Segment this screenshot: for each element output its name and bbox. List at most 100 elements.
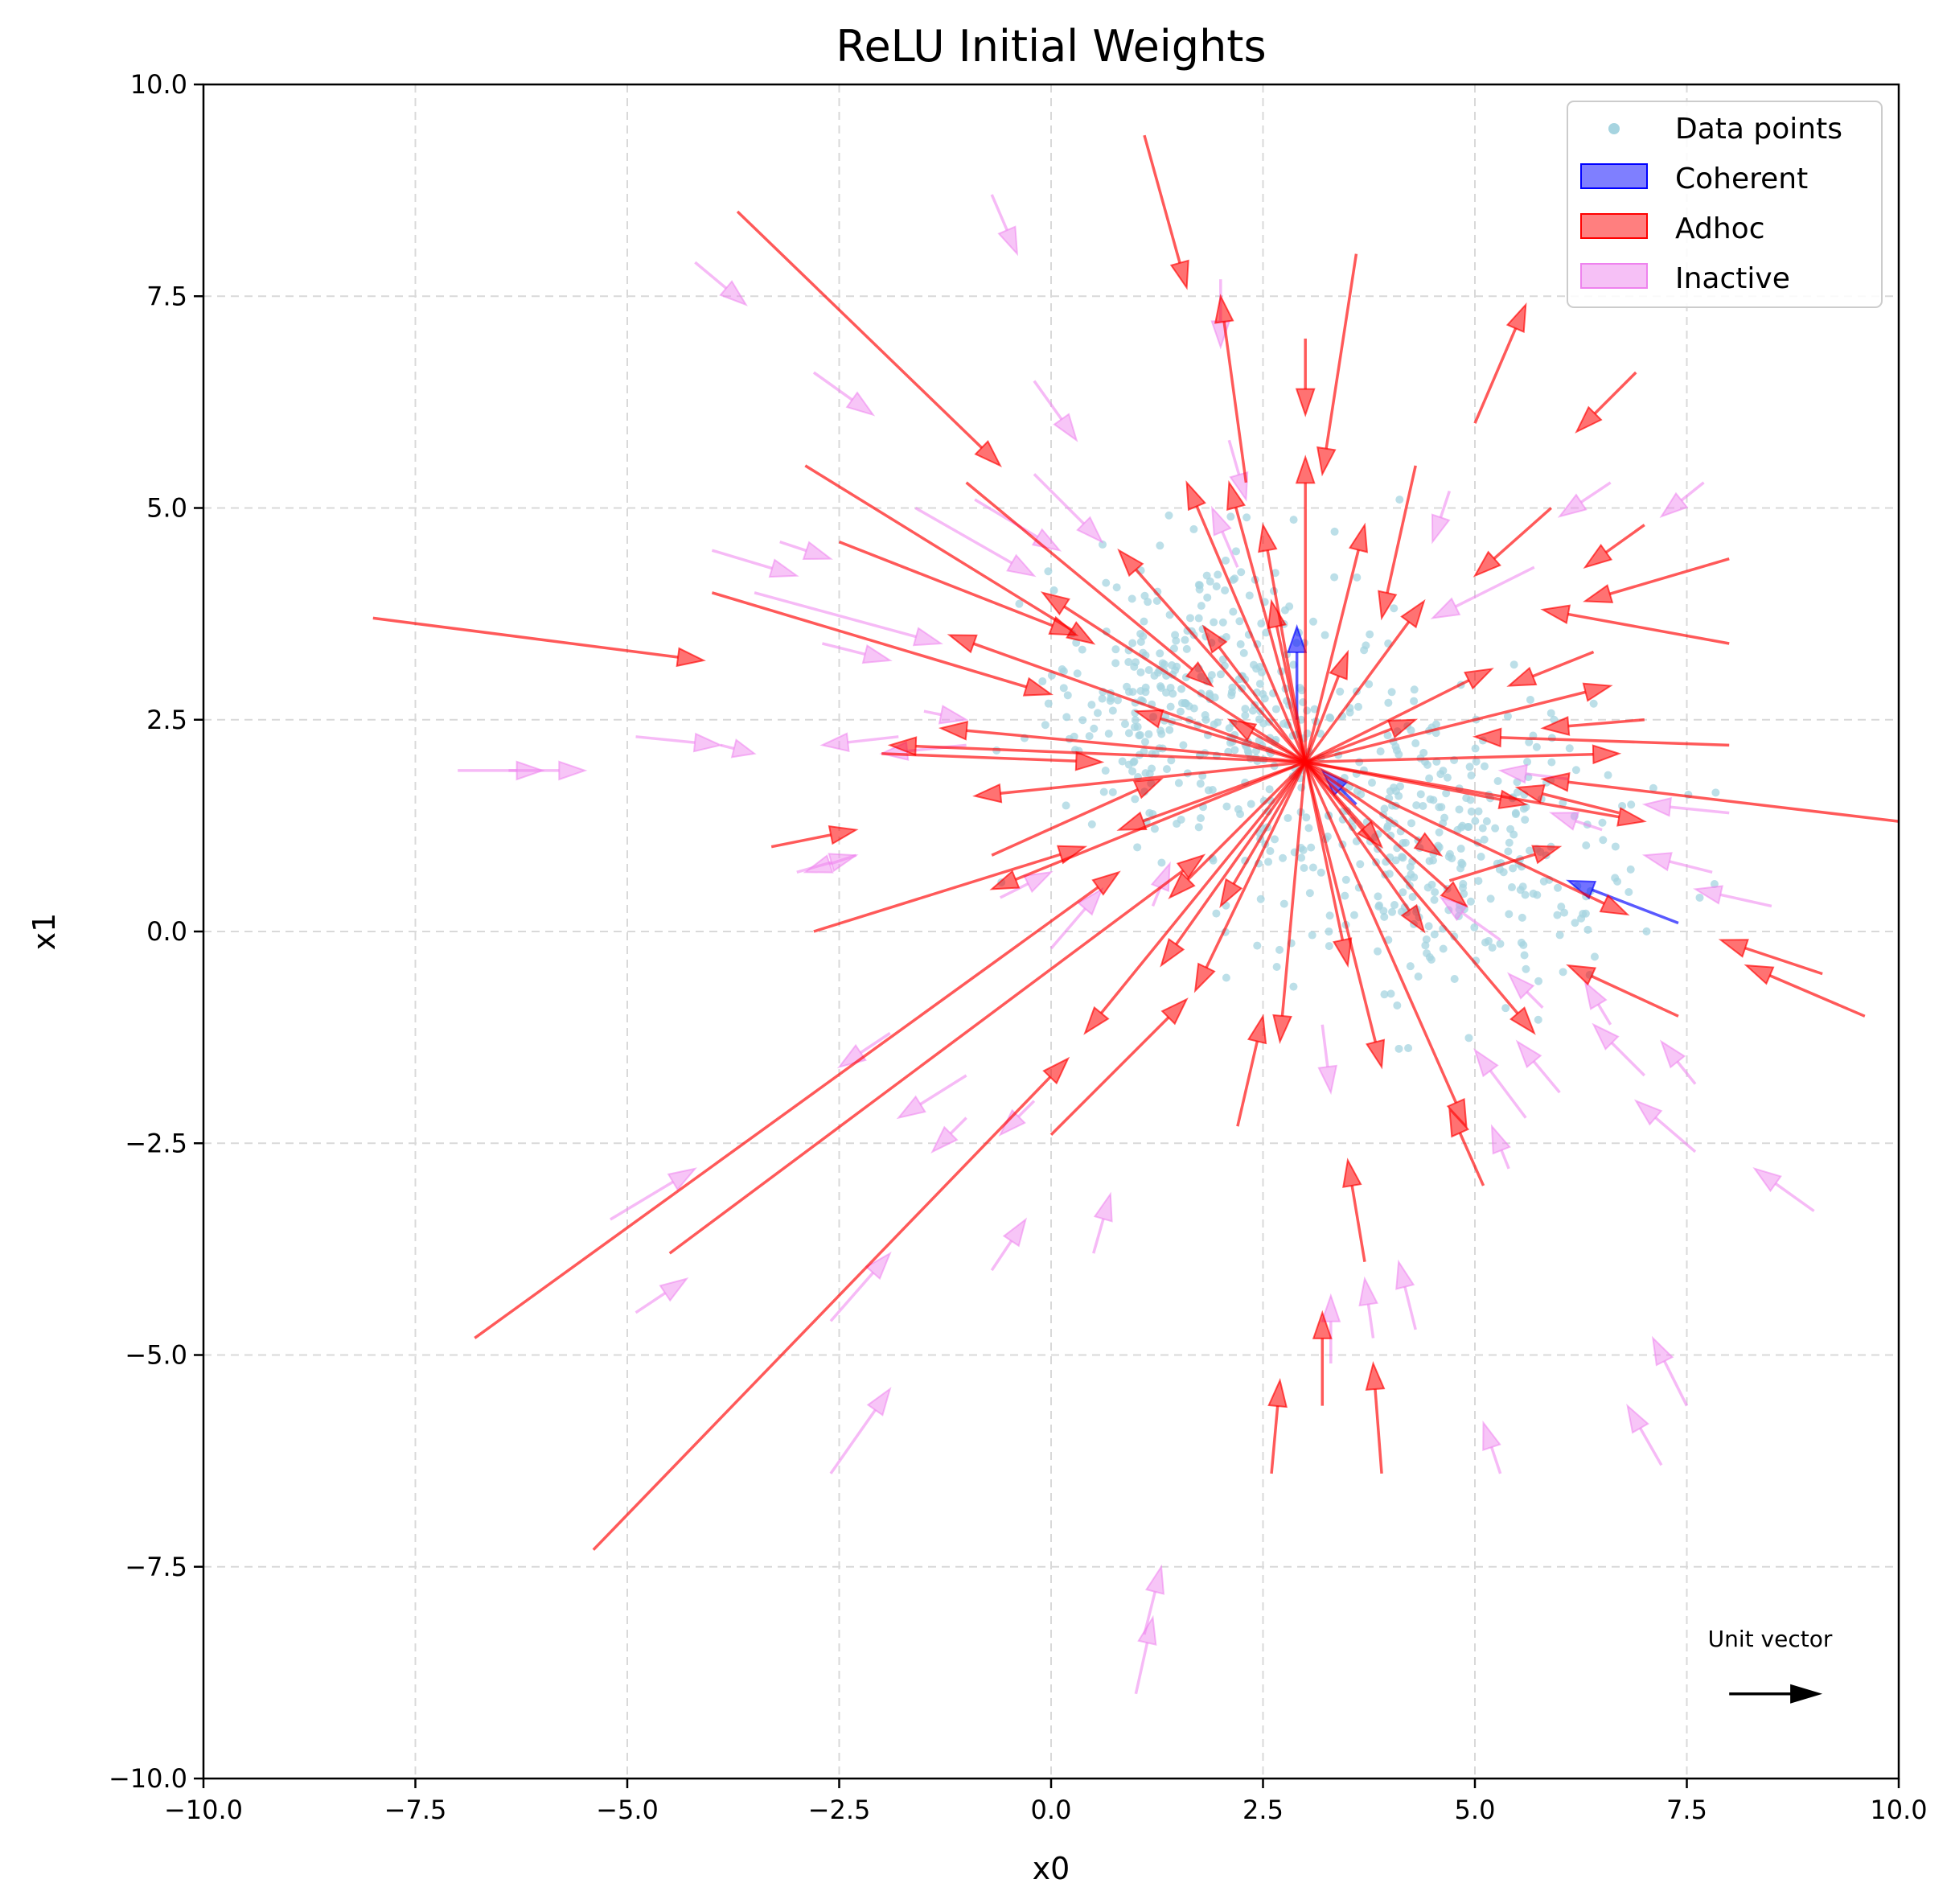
inactive-arrow: [1358, 1276, 1378, 1339]
data-point: [1135, 731, 1144, 740]
data-point: [1426, 795, 1435, 804]
data-point: [1226, 512, 1235, 521]
data-point: [1480, 835, 1489, 844]
data-point: [1471, 816, 1480, 825]
data-point: [1208, 786, 1217, 795]
x-tick-label: −10.0: [164, 1795, 243, 1825]
data-point: [1207, 671, 1216, 680]
data-point: [1555, 931, 1564, 940]
unit-vector-head: [1790, 1684, 1823, 1704]
legend-marker-data-points: [1608, 123, 1620, 134]
data-point: [1571, 919, 1579, 927]
data-point: [1231, 547, 1240, 556]
data-point: [1164, 511, 1173, 520]
inactive-arrow: [1641, 796, 1730, 817]
data-point: [1507, 883, 1516, 892]
x-tick-label: 5.0: [1455, 1795, 1496, 1825]
data-point: [1085, 732, 1094, 741]
data-point: [1307, 843, 1316, 852]
data-point: [1239, 648, 1248, 657]
data-point: [1201, 715, 1210, 724]
data-point: [1557, 903, 1566, 911]
data-point: [1474, 877, 1483, 886]
data-point: [1444, 852, 1453, 861]
data-point: [1583, 925, 1592, 934]
inactive-arrow: [720, 738, 757, 759]
legend-box: [1567, 101, 1883, 308]
data-point: [1078, 645, 1086, 654]
data-point: [1297, 853, 1306, 862]
data-point: [1375, 901, 1384, 910]
data-point: [1271, 835, 1279, 844]
adhoc-arrow: [1378, 465, 1417, 621]
legend-label-coherent: Coherent: [1675, 162, 1808, 195]
adhoc-arrow: [1540, 772, 1899, 823]
data-point: [1534, 1015, 1542, 1024]
inactive-arrow: [1626, 1404, 1663, 1466]
data-point: [1411, 739, 1420, 748]
data-point: [1496, 940, 1505, 948]
data-point: [1642, 927, 1651, 936]
data-point: [1156, 649, 1164, 658]
data-point: [1129, 758, 1138, 767]
data-point: [1078, 716, 1087, 725]
data-point: [1167, 756, 1176, 765]
data-point: [1374, 892, 1382, 901]
data-point: [1073, 669, 1082, 678]
data-point: [1255, 680, 1264, 689]
data-point: [1379, 907, 1388, 915]
data-point: [1227, 691, 1236, 700]
data-point: [1526, 695, 1534, 704]
y-axis-label: x1: [27, 913, 62, 951]
data-point: [1222, 556, 1230, 565]
data-point: [1165, 611, 1174, 619]
data-point: [1430, 930, 1439, 939]
data-point: [1486, 894, 1495, 903]
data-point: [1519, 940, 1528, 949]
chart-title: ReLU Initial Weights: [836, 21, 1266, 72]
data-point: [1140, 738, 1149, 746]
data-point: [1456, 845, 1465, 853]
data-point: [1362, 641, 1370, 650]
data-point: [1387, 688, 1396, 697]
inactive-arrow: [896, 1074, 967, 1120]
data-point: [1145, 769, 1154, 778]
data-point: [1422, 935, 1431, 944]
adhoc-arrow: [1575, 371, 1637, 434]
data-point: [1304, 824, 1313, 833]
inactive-arrow: [819, 732, 899, 753]
data-point: [1399, 888, 1407, 897]
data-point: [1464, 822, 1473, 831]
data-point: [1136, 629, 1145, 638]
inactive-arrow: [1317, 1024, 1338, 1096]
adhoc-arrow: [1472, 727, 1730, 748]
data-point: [1509, 864, 1518, 873]
data-point: [1177, 699, 1186, 708]
inactive-arrow: [1033, 380, 1078, 442]
data-point: [1522, 964, 1530, 973]
adhoc-arrow: [1185, 480, 1307, 763]
data-point: [1430, 895, 1439, 904]
data-point: [1450, 975, 1459, 984]
adhoc-arrow: [1316, 253, 1358, 477]
data-point: [1521, 890, 1530, 899]
data-point: [1695, 893, 1704, 902]
data-point: [1279, 899, 1288, 908]
data-point: [1131, 795, 1140, 804]
adhoc-arrow: [1295, 454, 1316, 763]
data-point: [1210, 720, 1218, 729]
data-point: [1160, 660, 1169, 669]
adhoc-arrow: [1304, 522, 1368, 763]
adhoc-arrow: [965, 481, 1214, 688]
inactive-arrow: [1693, 885, 1772, 908]
data-point: [1099, 540, 1107, 549]
adhoc-arrow: [1193, 761, 1307, 993]
data-point: [1133, 843, 1142, 852]
data-point: [1431, 720, 1440, 729]
data-point: [1209, 856, 1218, 865]
data-point: [1349, 911, 1358, 919]
data-point: [1493, 776, 1502, 785]
data-point: [1194, 614, 1203, 623]
data-point: [1356, 860, 1365, 869]
